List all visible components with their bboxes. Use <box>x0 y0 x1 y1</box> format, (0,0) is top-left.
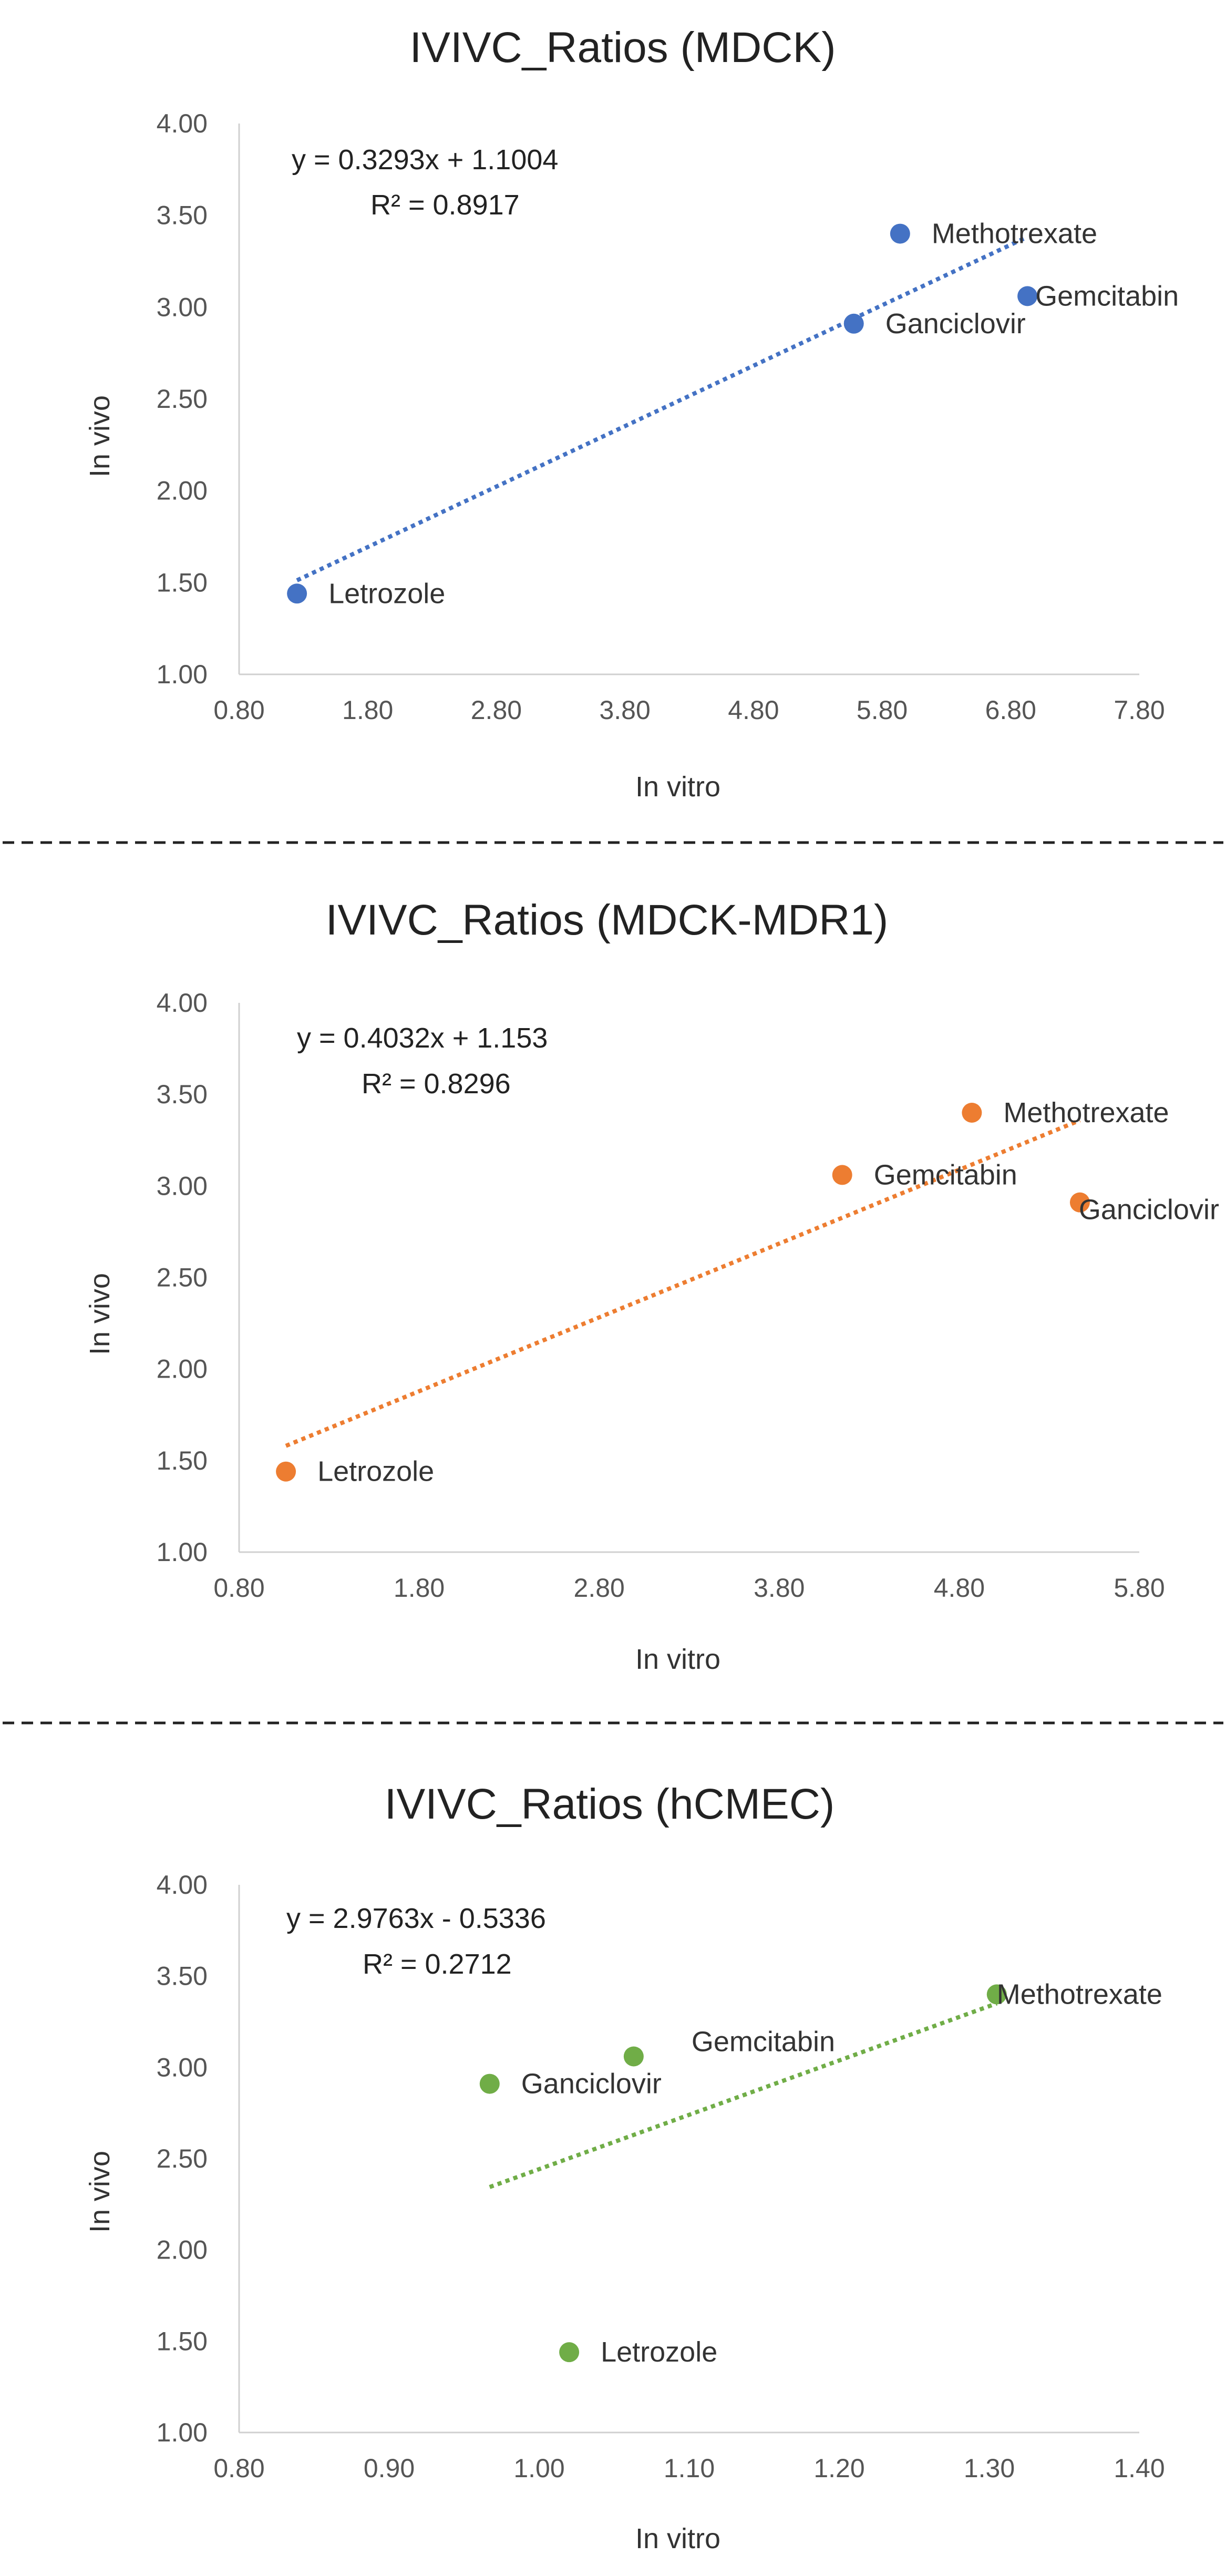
data-point-letrozole <box>276 1461 296 1482</box>
x-tick-label: 1.30 <box>964 2454 1015 2483</box>
y-tick-label: 1.50 <box>157 2326 208 2356</box>
y-tick-label: 2.00 <box>157 476 208 506</box>
trendline-equation: y = 0.4032x + 1.153 <box>297 1022 548 1054</box>
y-tick-label: 3.50 <box>157 201 208 230</box>
data-label-methotrexate: Methotrexate <box>932 218 1097 250</box>
y-axis-title: In vivo <box>84 395 116 477</box>
data-label-methotrexate: Methotrexate <box>1003 1097 1169 1128</box>
x-tick-label: 2.80 <box>471 695 522 725</box>
x-tick-label: 0.80 <box>213 2454 264 2483</box>
y-tick-label: 3.00 <box>157 292 208 322</box>
y-tick-label: 1.00 <box>157 660 208 689</box>
x-tick-label: 5.80 <box>857 695 908 725</box>
trendline-equation: y = 2.9763x - 0.5336 <box>286 1903 546 1934</box>
y-tick-label: 1.50 <box>157 568 208 597</box>
x-tick-label: 6.80 <box>985 695 1036 725</box>
data-label-ganciclovir: Ganciclovir <box>1079 1194 1219 1226</box>
y-tick-label: 3.50 <box>157 1962 208 1991</box>
chart-title: IVIVC_Ratios (hCMEC) <box>385 1780 835 1828</box>
x-tick-label: 4.80 <box>728 695 779 725</box>
chart-title: IVIVC_Ratios (MDCK) <box>409 24 836 71</box>
data-point-methotrexate <box>890 223 910 244</box>
data-point-gemcitabin <box>832 1165 852 1185</box>
data-label-ganciclovir: Ganciclovir <box>521 2068 662 2100</box>
x-tick-label: 2.80 <box>574 1573 625 1603</box>
y-tick-label: 1.00 <box>157 2418 208 2447</box>
x-tick-label: 3.80 <box>599 695 650 725</box>
data-point-letrozole <box>559 2342 580 2363</box>
x-tick-label: 1.80 <box>394 1573 445 1603</box>
x-tick-label: 7.80 <box>1114 695 1165 725</box>
data-label-gemcitabin: Gemcitabin <box>1035 280 1179 312</box>
y-tick-label: 1.00 <box>157 1537 208 1567</box>
y-tick-label: 4.00 <box>157 1870 208 1900</box>
y-axis-title: In vivo <box>84 1273 116 1355</box>
y-tick-label: 4.00 <box>157 988 208 1018</box>
trendline <box>285 1118 1081 1448</box>
data-point-ganciclovir <box>479 2074 500 2094</box>
data-label-gemcitabin: Gemcitabin <box>692 2026 835 2057</box>
y-tick-label: 1.50 <box>157 1446 208 1475</box>
trendline <box>296 235 1028 582</box>
x-tick-label: 1.20 <box>813 2454 864 2483</box>
trendline-r2: R² = 0.2712 <box>363 1948 512 1980</box>
x-axis-title: In vitro <box>635 2523 720 2554</box>
y-tick-label: 4.00 <box>157 109 208 138</box>
chart-title: IVIVC_Ratios (MDCK-MDR1) <box>326 896 889 944</box>
x-tick-label: 0.90 <box>364 2454 415 2483</box>
x-tick-label: 1.10 <box>664 2454 715 2483</box>
y-tick-label: 3.00 <box>157 1171 208 1200</box>
x-tick-label: 5.80 <box>1114 1573 1165 1603</box>
y-axis-title: In vivo <box>84 2151 116 2233</box>
x-tick-label: 1.80 <box>342 695 393 725</box>
y-tick-label: 2.50 <box>157 1263 208 1292</box>
x-tick-label: 4.80 <box>934 1573 985 1603</box>
data-point-letrozole <box>287 583 307 604</box>
data-label-ganciclovir: Ganciclovir <box>885 308 1026 340</box>
data-label-letrozole: Letrozole <box>317 1456 434 1487</box>
x-tick-label: 1.40 <box>1114 2454 1165 2483</box>
data-point-gemcitabin <box>1017 286 1038 306</box>
y-tick-label: 2.00 <box>157 2235 208 2265</box>
trendline <box>489 2001 998 2189</box>
data-point-ganciclovir <box>1069 1192 1090 1213</box>
x-tick-label: 1.00 <box>513 2454 564 2483</box>
chart-mdck: IVIVC_Ratios (MDCK) y = 0.3293x + 1.1004… <box>84 24 1179 803</box>
x-tick-label: 0.80 <box>213 1573 264 1603</box>
x-tick-label: 0.80 <box>213 695 264 725</box>
y-tick-label: 2.50 <box>157 384 208 414</box>
data-label-gemcitabin: Gemcitabin <box>874 1159 1017 1190</box>
data-label-letrozole: Letrozole <box>328 578 445 609</box>
y-tick-label: 2.50 <box>157 2144 208 2173</box>
chart-mdck-mdr1: IVIVC_Ratios (MDCK-MDR1) y = 0.4032x + 1… <box>84 896 1219 1675</box>
x-axis-title: In vitro <box>635 771 720 803</box>
data-point-gemcitabin <box>623 2046 644 2067</box>
data-point-methotrexate <box>986 1984 1007 2005</box>
data-label-methotrexate: Methotrexate <box>997 1978 1162 2010</box>
data-label-letrozole: Letrozole <box>601 2336 717 2368</box>
chart-hcmec: IVIVC_Ratios (hCMEC) y = 2.9763x - 0.533… <box>84 1780 1165 2554</box>
y-tick-label: 3.00 <box>157 2052 208 2082</box>
y-tick-label: 3.50 <box>157 1080 208 1109</box>
data-point-ganciclovir <box>843 313 864 334</box>
trendline-r2: R² = 0.8296 <box>362 1068 511 1100</box>
data-point-methotrexate <box>962 1103 982 1123</box>
trendline-r2: R² = 0.8917 <box>370 189 520 221</box>
x-axis-title: In vitro <box>635 1644 720 1675</box>
trendline-equation: y = 0.3293x + 1.1004 <box>292 144 558 176</box>
y-tick-label: 2.00 <box>157 1354 208 1384</box>
x-tick-label: 3.80 <box>754 1573 805 1603</box>
